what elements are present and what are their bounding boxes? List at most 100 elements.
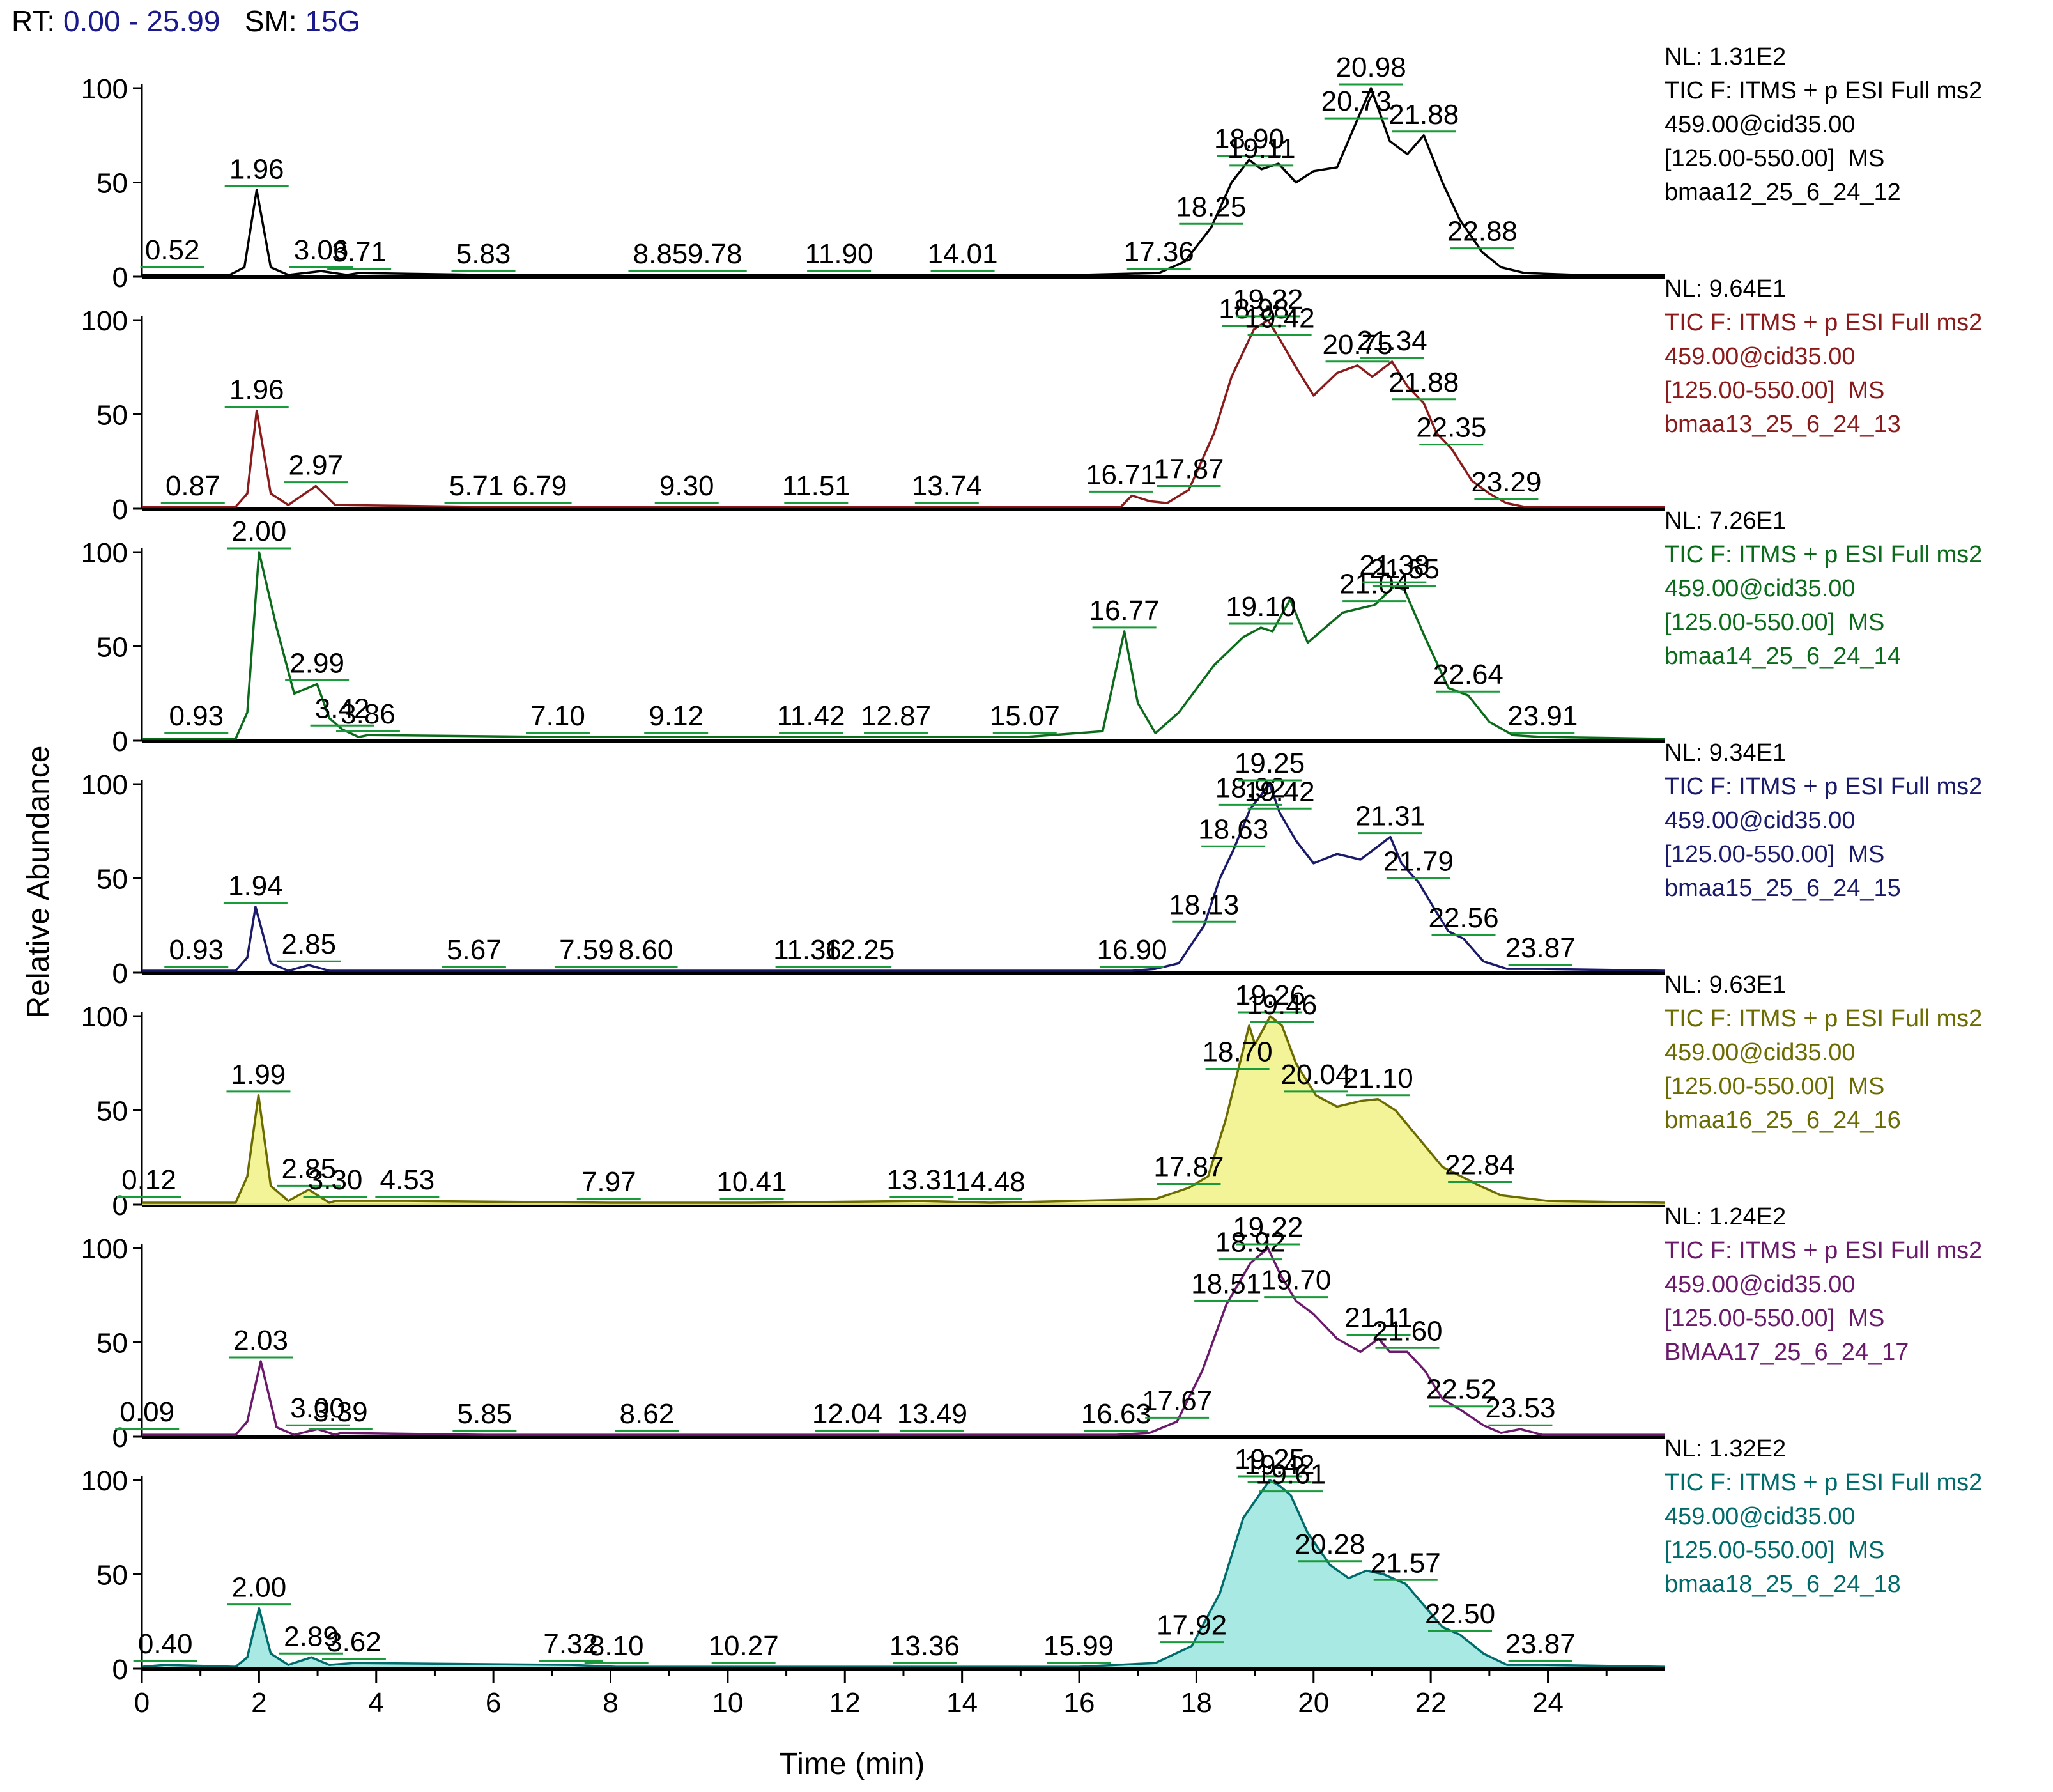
- peak-label: 21.88: [1388, 99, 1459, 130]
- nl-value: NL: 1.24E2: [1665, 1203, 1787, 1230]
- peak-label: 22.50: [1425, 1598, 1495, 1630]
- peak-label: 22.52: [1426, 1374, 1496, 1405]
- peak-label: 13.74: [912, 470, 982, 502]
- nl-value: NL: 9.64E1: [1665, 275, 1787, 302]
- scan-filter-line: 459.00@cid35.00: [1665, 1271, 1856, 1298]
- peak-label: 2.85: [281, 1153, 336, 1184]
- y-tick-label: 0: [112, 262, 128, 293]
- peak-label: 20.98: [1336, 52, 1406, 83]
- peak-label: 12.25: [824, 934, 895, 966]
- peak-label: 2.00: [232, 1572, 287, 1603]
- y-tick-label: 50: [96, 632, 128, 663]
- peak-label: 7.97: [581, 1166, 636, 1198]
- y-tick-label: 100: [81, 305, 128, 337]
- x-tick-label: 24: [1532, 1687, 1564, 1719]
- peak-label: 1.96: [229, 153, 284, 185]
- y-tick-label: 50: [96, 1560, 128, 1591]
- trace-info-3: NL: 7.26E1 TIC F: ITMS + p ESI Full ms2 45…: [1665, 504, 1982, 674]
- peak-label: 21.57: [1371, 1547, 1441, 1579]
- scan-filter-line: TIC F: ITMS + p ESI Full ms2: [1665, 1237, 1983, 1264]
- x-tick-label: 12: [829, 1687, 861, 1719]
- scan-filter-line: TIC F: ITMS + p ESI Full ms2: [1665, 1005, 1983, 1032]
- x-tick-label: 0: [134, 1687, 150, 1719]
- peak-label: 20.04: [1280, 1059, 1351, 1090]
- x-tick-label: 2: [251, 1687, 266, 1719]
- peak-label: 18.25: [1176, 191, 1246, 222]
- peak-label: 22.88: [1447, 216, 1518, 247]
- scan-filter-line: [125.00-550.00] MS: [1665, 841, 1885, 868]
- x-tick-label: 18: [1181, 1687, 1212, 1719]
- scan-filter-line: [125.00-550.00] MS: [1665, 1073, 1885, 1100]
- peak-label: 3.06: [294, 235, 349, 266]
- x-tick-label: 16: [1064, 1687, 1095, 1719]
- trace-info-1: NL: 1.31E2 TIC F: ITMS + p ESI Full ms2 45…: [1665, 40, 1982, 210]
- peak-label: 21.10: [1343, 1063, 1413, 1094]
- scan-filter-line: [125.00-550.00] MS: [1665, 1305, 1885, 1332]
- trace-info-4: NL: 9.34E1 TIC F: ITMS + p ESI Full ms2 45…: [1665, 736, 1982, 906]
- scan-filter-line: BMAA17_25_6_24_17: [1665, 1339, 1909, 1366]
- header: RT: 0.00 - 25.99 SM: 15G: [12, 4, 360, 38]
- trace-fill: [142, 1480, 1665, 1669]
- peak-label: 19.42: [1245, 1449, 1315, 1481]
- scan-filter-line: TIC F: ITMS + p ESI Full ms2: [1665, 1469, 1983, 1496]
- peak-label: 17.92: [1157, 1610, 1227, 1641]
- y-tick-label: 0: [112, 1190, 128, 1221]
- peak-label: 19.61: [1256, 1459, 1326, 1490]
- peak-label: 18.13: [1169, 889, 1239, 920]
- peak-label: 2.89: [284, 1621, 339, 1652]
- peak-label: 3.86: [341, 699, 396, 730]
- peak-label: 5.85: [458, 1398, 512, 1430]
- scan-filter-line: bmaa16_25_6_24_16: [1665, 1107, 1901, 1134]
- peak-label: 7.59: [559, 934, 614, 966]
- peak-label: 17.87: [1153, 454, 1224, 485]
- peak-label: 20.28: [1295, 1529, 1365, 1560]
- scan-filter-line: 459.00@cid35.00: [1665, 575, 1856, 602]
- peak-label: 2.97: [288, 450, 343, 481]
- scan-filter-line: bmaa18_25_6_24_18: [1665, 1571, 1901, 1598]
- scan-filter-line: [125.00-550.00] MS: [1665, 609, 1885, 636]
- peak-label: 10.41: [716, 1166, 787, 1198]
- peak-label: 21.55: [1369, 553, 1440, 585]
- peak-label: 3.30: [308, 1164, 363, 1196]
- trace-info-6: NL: 1.24E2 TIC F: ITMS + p ESI Full ms2 45…: [1665, 1200, 1982, 1370]
- scan-filter-line: [125.00-550.00] MS: [1665, 1537, 1885, 1564]
- peak-label: 23.91: [1507, 700, 1578, 732]
- peak-label: 21.79: [1383, 846, 1454, 877]
- peak-label: 19.26: [1235, 980, 1305, 1011]
- peak-label: 2.03: [233, 1325, 288, 1356]
- y-tick-label: 0: [112, 726, 128, 757]
- x-tick-label: 6: [486, 1687, 501, 1719]
- y-tick-label: 50: [96, 1328, 128, 1359]
- peak-label: 19.25: [1234, 1444, 1305, 1475]
- peak-label: 19.25: [1234, 748, 1305, 779]
- scan-filter-line: bmaa14_25_6_24_14: [1665, 643, 1901, 670]
- y-tick-label: 50: [96, 864, 128, 895]
- peak-label: 0.93: [169, 700, 224, 732]
- peak-label: 8.60: [619, 934, 673, 966]
- y-tick-label: 0: [112, 494, 128, 525]
- peak-label: 23.87: [1505, 1628, 1576, 1660]
- peak-label: 15.99: [1043, 1630, 1114, 1662]
- peak-label: 6.79: [512, 470, 567, 502]
- peak-label: 21.31: [1355, 801, 1426, 832]
- peak-label: 22.84: [1445, 1150, 1515, 1181]
- peak-label: 9.30: [659, 470, 714, 502]
- peak-label: 3.00: [290, 1393, 345, 1424]
- scan-filter-line: TIC F: ITMS + p ESI Full ms2: [1665, 773, 1983, 800]
- nl-value: NL: 1.31E2: [1665, 43, 1787, 70]
- peak-label: 23.29: [1471, 467, 1541, 498]
- rt-label: RT:: [12, 4, 56, 38]
- peak-label: 7.10: [530, 700, 585, 732]
- peak-label: 0.09: [119, 1396, 174, 1428]
- y-tick-label: 100: [81, 537, 128, 569]
- peak-label: 1.99: [231, 1059, 286, 1090]
- y-tick-label: 0: [112, 1422, 128, 1453]
- scan-filter-line: bmaa13_25_6_24_13: [1665, 411, 1901, 438]
- peak-label: 23.53: [1485, 1393, 1555, 1424]
- peak-label: 17.36: [1124, 236, 1194, 268]
- peak-label: 21.88: [1388, 367, 1459, 398]
- x-tick-label: 14: [946, 1687, 978, 1719]
- y-tick-label: 100: [81, 1001, 128, 1033]
- x-tick-label: 22: [1415, 1687, 1447, 1719]
- scan-filter-line: [125.00-550.00] MS: [1665, 377, 1885, 404]
